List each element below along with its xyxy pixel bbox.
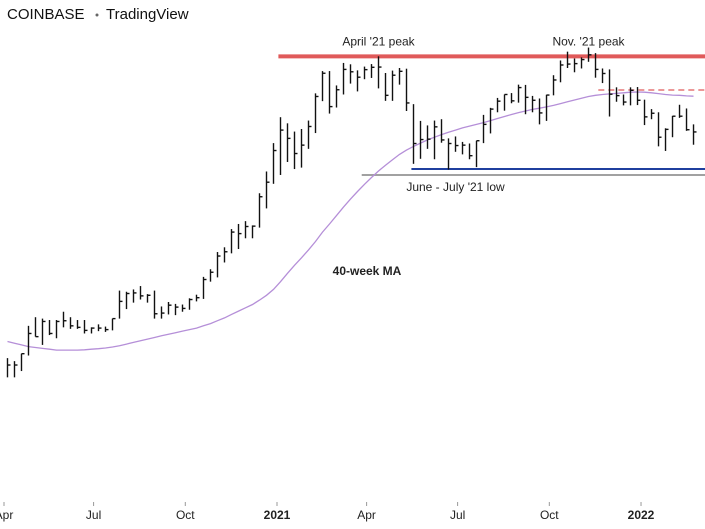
series-label: 40-week MA <box>333 264 402 278</box>
separator <box>95 13 99 17</box>
moving-average <box>7 91 694 351</box>
level-label: April '21 peak <box>342 34 415 48</box>
level-label: June - July '21 low <box>406 180 505 194</box>
x-tick-label: Apr <box>0 508 13 522</box>
x-tick-label: Oct <box>176 508 195 522</box>
x-tick-label: Oct <box>540 508 559 522</box>
exchange: COINBASE <box>7 6 85 23</box>
x-tick-label: Jul <box>450 508 465 522</box>
x-tick-label: Jul <box>86 508 101 522</box>
level-label: Nov. '21 peak <box>552 34 625 48</box>
x-tick-label: 2021 <box>264 508 291 522</box>
x-tick-label: 2022 <box>628 508 655 522</box>
platform: TradingView <box>106 6 189 23</box>
x-tick-label: Apr <box>357 508 376 522</box>
